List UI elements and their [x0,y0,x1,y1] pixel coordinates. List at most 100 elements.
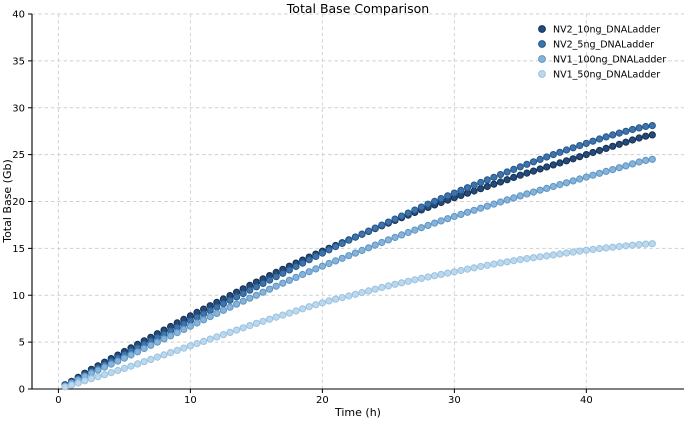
data-point [549,151,557,159]
data-point [140,358,148,366]
data-point [200,310,208,318]
data-point [483,202,491,210]
data-point [536,155,544,163]
data-point [615,140,623,148]
data-point [483,176,491,184]
data-point [345,236,353,244]
data-point [411,226,419,234]
data-point [582,151,590,159]
data-point [569,248,577,256]
data-point [371,224,379,232]
data-point [503,196,511,204]
data-point [226,328,234,336]
data-point [266,285,274,293]
data-point [305,303,313,311]
legend-marker-icon [538,40,546,48]
data-point [589,148,597,157]
data-point [127,351,135,359]
data-point [285,276,293,284]
data-point [437,195,445,203]
data-point [206,335,214,343]
y-tick-label: 25 [12,150,25,161]
data-point [523,190,531,198]
data-point [562,179,571,187]
data-point [134,360,142,368]
data-point [259,317,267,325]
tick-labels: 0 10 20 30 40 0 5 10 15 20 25 30 35 40 [12,10,592,407]
data-point [272,282,280,290]
data-point [259,279,267,287]
data-point [648,122,656,130]
data-point [490,180,498,188]
data-point [450,268,458,276]
data-point [153,353,161,361]
data-point [398,212,406,220]
legend-item: NV2_10ng_DNALadder [538,24,660,35]
data-point [431,197,439,205]
data-point [569,144,577,152]
data-point [358,246,366,254]
data-point [299,305,307,313]
data-point [543,252,551,260]
data-point [536,186,544,194]
data-point [299,270,307,279]
data-point [437,270,445,278]
data-point [496,198,505,206]
data-point [556,250,564,258]
data-point [595,169,604,177]
x-tick-label: 0 [55,395,61,406]
data-point [120,354,129,362]
data-point [523,160,531,168]
data-point [543,163,551,171]
data-point [318,299,326,307]
data-point [94,366,102,374]
data-point [417,224,425,232]
data-point [562,146,571,154]
data-point [384,236,392,244]
data-point [582,139,590,147]
data-point [510,257,518,265]
data-point [609,142,617,150]
data-point [516,163,524,171]
data-point [602,133,610,141]
data-point [94,373,102,381]
data-point [510,194,518,202]
data-point [556,181,564,189]
data-point [200,337,208,345]
data-point [252,291,260,299]
data-point [628,125,637,134]
legend-item-label: NV1_100ng_DNALadder [553,54,666,65]
data-point [213,303,221,311]
data-point [477,185,485,193]
data-point [510,165,518,173]
data-point [358,289,366,297]
data-point [351,249,359,257]
data-point [239,324,247,332]
data-point [252,319,260,327]
data-point [332,257,340,265]
data-point [173,329,181,337]
legend-item-label: NV2_5ng_DNALadder [553,39,654,50]
data-point [226,296,234,304]
data-point [74,379,82,387]
data-point [595,245,604,253]
data-point [239,290,247,298]
data-point [120,364,129,372]
data-point [318,262,326,270]
data-point [444,192,452,200]
legend: NV2_10ng_DNALadder NV2_5ng_DNALadder NV1… [538,24,666,80]
data-point [615,164,623,172]
y-tick-label: 10 [12,291,25,302]
data-point [648,240,656,248]
data-point [81,377,89,385]
data-point [411,276,419,284]
x-tick-label: 10 [184,395,197,406]
data-point [622,242,630,250]
data-point [529,167,538,175]
data-point [589,245,597,253]
data-point [371,241,379,249]
data-point [345,292,353,300]
legend-item: NV2_5ng_DNALadder [538,39,654,50]
data-point [523,169,531,177]
x-tick-label: 30 [448,395,461,406]
